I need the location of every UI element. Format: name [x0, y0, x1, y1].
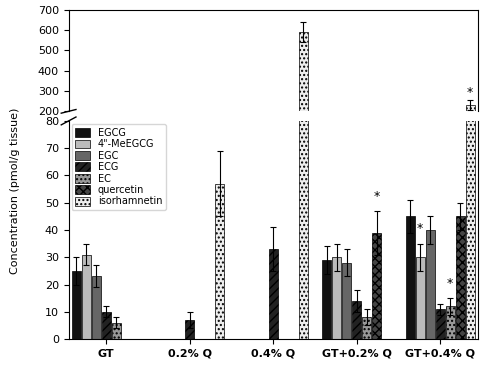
- Bar: [362, 150, 371, 152]
- Bar: [445, 306, 455, 339]
- Bar: [112, 323, 121, 339]
- Bar: [332, 146, 341, 152]
- Bar: [81, 255, 91, 339]
- Bar: [436, 150, 445, 152]
- Bar: [101, 150, 111, 152]
- Bar: [72, 271, 81, 339]
- Bar: [372, 233, 381, 339]
- Bar: [72, 147, 81, 152]
- Bar: [352, 149, 361, 152]
- Bar: [352, 301, 361, 339]
- Bar: [425, 230, 435, 339]
- Bar: [81, 146, 91, 152]
- Bar: [185, 150, 194, 152]
- Text: *: *: [467, 86, 473, 99]
- Bar: [185, 320, 194, 339]
- Bar: [416, 146, 425, 152]
- Bar: [332, 257, 341, 339]
- Bar: [101, 312, 111, 339]
- Text: Concentration (pmol/g tissue): Concentration (pmol/g tissue): [10, 107, 20, 274]
- Bar: [406, 143, 415, 152]
- Bar: [342, 146, 351, 152]
- Bar: [112, 151, 121, 152]
- Bar: [298, 0, 308, 339]
- Bar: [416, 257, 425, 339]
- Bar: [92, 276, 101, 339]
- Text: *: *: [417, 223, 423, 235]
- Bar: [298, 32, 308, 152]
- Bar: [92, 147, 101, 152]
- Bar: [362, 317, 371, 339]
- Bar: [215, 141, 224, 152]
- Bar: [456, 143, 465, 152]
- Bar: [445, 150, 455, 152]
- Bar: [215, 184, 224, 339]
- Bar: [456, 216, 465, 339]
- Text: *: *: [447, 277, 453, 290]
- Legend: EGCG, 4"-MeEGCG, EGC, ECG, EC, quercetin, isorhamnetin: EGCG, 4"-MeEGCG, EGC, ECG, EC, quercetin…: [72, 124, 166, 210]
- Bar: [406, 216, 415, 339]
- Bar: [425, 144, 435, 152]
- Bar: [322, 146, 331, 152]
- Bar: [466, 105, 475, 152]
- Text: *: *: [373, 190, 380, 203]
- Bar: [269, 249, 278, 339]
- Bar: [322, 260, 331, 339]
- Bar: [436, 309, 445, 339]
- Bar: [342, 263, 351, 339]
- Bar: [269, 145, 278, 152]
- Bar: [372, 144, 381, 152]
- Bar: [466, 0, 475, 339]
